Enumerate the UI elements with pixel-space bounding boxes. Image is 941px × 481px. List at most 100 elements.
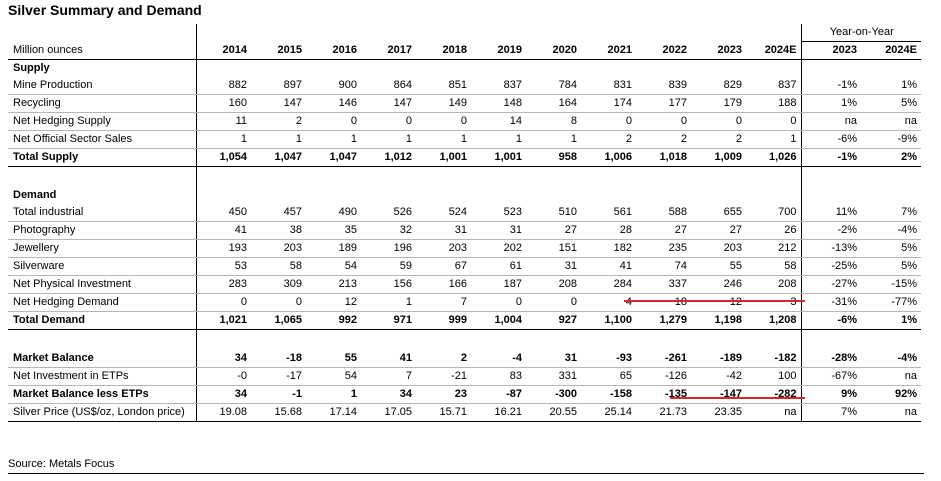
value-cell: 1,012 [361, 148, 416, 167]
yoy-cell: 1% [861, 77, 921, 95]
value-cell: 166 [416, 275, 471, 294]
row-label: Mine Production [8, 77, 196, 95]
yoy-cell: 92% [861, 385, 921, 404]
blank-cell [691, 60, 746, 78]
demand-header-row: Demand [8, 187, 921, 204]
value-cell: 202 [471, 239, 526, 258]
yoy-cell: -1% [800, 77, 861, 95]
blank-cell [471, 330, 526, 351]
blank-cell [195, 24, 251, 42]
value-cell: 897 [251, 77, 306, 95]
row-label: Photography [8, 221, 196, 240]
value-cell: 971 [361, 311, 416, 330]
value-cell: 7 [416, 293, 471, 312]
yoy-cell: -31% [800, 293, 861, 312]
yoy-cell: -28% [800, 350, 861, 368]
value-cell: -147 [691, 385, 746, 404]
value-cell: 8 [526, 112, 581, 131]
yoy-cell: na [800, 112, 861, 131]
red-underline-etps [670, 397, 805, 399]
blank-cell [526, 330, 581, 351]
blank-cell [581, 330, 636, 351]
blank-cell [861, 167, 921, 188]
value-cell: 41 [195, 221, 251, 240]
blank-cell [471, 187, 526, 204]
blank-cell [581, 187, 636, 204]
blank-cell [746, 24, 801, 42]
value-cell: 331 [526, 367, 581, 386]
year-header: 2015 [251, 41, 306, 60]
blank-cell [800, 329, 861, 350]
yoy-cell: -67% [800, 367, 861, 386]
value-cell: 31 [471, 221, 526, 240]
yoy-cell: -6% [800, 311, 861, 330]
value-cell: 100 [746, 367, 801, 386]
value-cell: 15.68 [251, 403, 306, 422]
value-cell: 61 [471, 257, 526, 276]
value-cell: 35 [306, 221, 361, 240]
blank-cell [861, 187, 921, 204]
supply-row: Recycling 160 147 146 147 149 148 164 174 177 179 1… [8, 94, 921, 113]
row-label: Total industrial [8, 204, 196, 222]
red-underline-net-physical [624, 300, 805, 302]
value-cell: 1,018 [636, 148, 691, 167]
value-cell: 19.08 [195, 403, 251, 422]
value-cell: 26 [746, 221, 801, 240]
value-cell: 27 [691, 221, 746, 240]
value-cell: 958 [526, 148, 581, 167]
blank-cell [361, 167, 416, 188]
yoy-cell: na [861, 367, 921, 386]
value-cell: 0 [251, 293, 306, 312]
value-cell: -189 [691, 350, 746, 368]
yoy-cell: -15% [861, 275, 921, 294]
value-cell: 655 [691, 204, 746, 222]
yoy-cell: -25% [800, 257, 861, 276]
yoy-cell: 5% [861, 94, 921, 113]
blank-cell [306, 24, 361, 42]
value-cell: 74 [636, 257, 691, 276]
row-label: Total Supply [8, 148, 196, 167]
year-header: 2022 [636, 41, 691, 60]
value-cell: 0 [195, 293, 251, 312]
value-cell: -158 [581, 385, 636, 404]
value-cell: 25.14 [581, 403, 636, 422]
blank-cell [581, 167, 636, 188]
value-cell: 148 [471, 94, 526, 113]
value-cell: 1 [306, 130, 361, 149]
yoy-cell: 2% [861, 148, 921, 167]
row-label: Jewellery [8, 239, 196, 258]
value-cell: 31 [526, 350, 581, 368]
value-cell: 1,198 [691, 311, 746, 330]
silver-summary-table: Year-on-Year Million ounces 2014 2015 2016 20… [8, 24, 921, 422]
blank-cell [361, 187, 416, 204]
value-cell: 20.55 [526, 403, 581, 422]
blank-cell [691, 330, 746, 351]
blank-cell [416, 167, 471, 188]
demand-row: Total industrial 450 457 490 526 524 523 510 561… [8, 204, 921, 222]
blank-cell [8, 167, 196, 188]
supply-row: Mine Production 882 897 900 864 851 837 784 831 8… [8, 77, 921, 95]
value-cell: 23.35 [691, 403, 746, 422]
value-cell: 208 [746, 275, 801, 294]
blank-cell [526, 24, 581, 42]
value-cell: 65 [581, 367, 636, 386]
value-cell: 0 [361, 112, 416, 131]
value-cell: 146 [306, 94, 361, 113]
value-cell: 83 [471, 367, 526, 386]
value-cell: 588 [636, 204, 691, 222]
value-cell: 55 [691, 257, 746, 276]
yoy-cell: -6% [800, 130, 861, 149]
value-cell: 67 [416, 257, 471, 276]
value-cell: 1 [471, 130, 526, 149]
value-cell: 188 [746, 94, 801, 113]
row-label: Net Hedging Supply [8, 112, 196, 131]
total-demand-row: Total Demand 1,021 1,065 992 971 999 1,004 927 1… [8, 311, 921, 330]
value-cell: 41 [581, 257, 636, 276]
yoy-year-header: 2023 [800, 41, 861, 60]
value-cell: 58 [746, 257, 801, 276]
value-cell: -135 [636, 385, 691, 404]
value-cell: 246 [691, 275, 746, 294]
blank-cell [8, 24, 196, 42]
value-cell: 1,006 [581, 148, 636, 167]
total-supply-row: Total Supply 1,054 1,047 1,047 1,012 1,001 1,0… [8, 148, 921, 167]
